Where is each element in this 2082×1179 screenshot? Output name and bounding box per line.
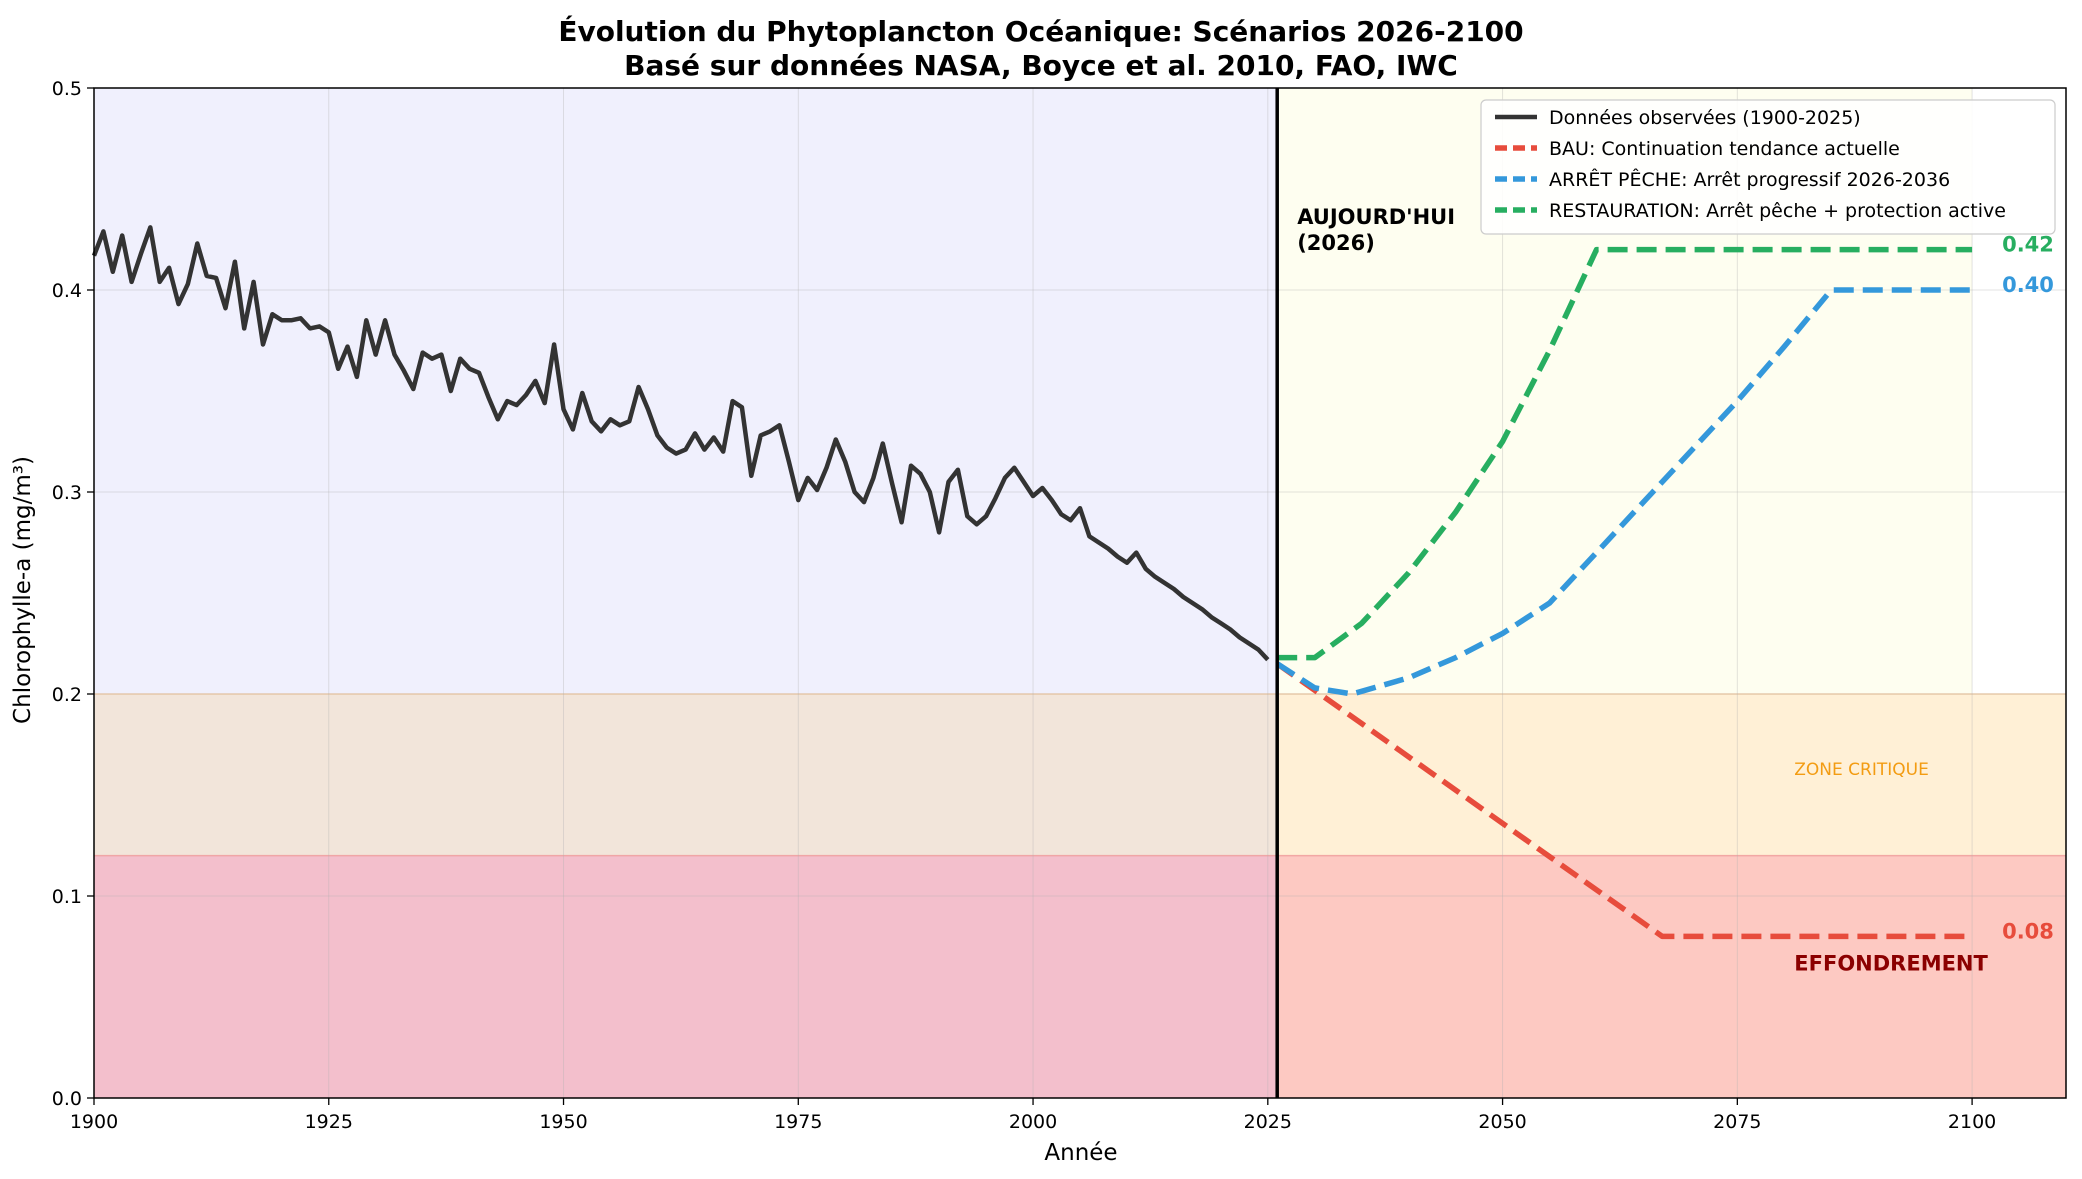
series-line-1: [1275, 661, 1973, 940]
x-tick-label-1950: 1950: [539, 1111, 587, 1133]
zone-label-0: ZONE CRITIQUE: [1794, 760, 1929, 780]
x-axis-ticks: 1900 1925 1950 1975 2000 2025 2050 2075 2100: [70, 1098, 1996, 1133]
band-effondrement-1: [1277, 855, 2066, 1098]
y-tick-label-0: 0.0: [52, 1088, 82, 1110]
end-label-0: 0.42: [2002, 233, 2054, 257]
series-line-3: [1277, 246, 1973, 661]
x-tick-label-1925: 1925: [305, 1111, 353, 1133]
x-tick-label-2100: 2100: [1948, 1111, 1996, 1133]
y-tick-label-0.4: 0.4: [52, 280, 82, 302]
y-axis-ticks: 0.0 0.1 0.2 0.3 0.4 0.5: [52, 78, 94, 1110]
y-tick-label-0.2: 0.2: [52, 684, 82, 706]
y-tick-label-0.5: 0.5: [52, 78, 82, 100]
today-label-line1: AUJOURD'HUI: [1297, 205, 1455, 229]
chart-subtitle: Basé sur données NASA, Boyce et al. 2010…: [624, 49, 1458, 82]
legend-label-0: Données observées (1900-2025): [1549, 107, 1861, 129]
x-tick-label-2000: 2000: [1009, 1111, 1057, 1133]
legend-box: [1480, 99, 2056, 235]
legend-label-2: ARRÊT PÊCHE: Arrêt progressif 2026-2036: [1549, 168, 1950, 191]
legend: Données observées (1900-2025) BAU: Contin…: [1480, 99, 2056, 235]
x-tick-label-1975: 1975: [774, 1111, 822, 1133]
series-line-0: [91, 225, 1270, 662]
series-lines: [91, 225, 1973, 940]
band-critique-3: [1277, 694, 2066, 856]
x-tick-label-2050: 2050: [1478, 1111, 1526, 1133]
plot-frame: [93, 87, 2067, 1099]
zone-labels: ZONE CRITIQUE EFFONDREMENT: [1794, 760, 1988, 976]
end-label-2: 0.08: [2002, 919, 2054, 943]
end-label-1: 0.40: [2002, 273, 2054, 297]
today-marker: AUJOURD'HUI(2026): [1275, 88, 1455, 1098]
chart-title: Évolution du Phytoplancton Océanique: Sc…: [558, 14, 1523, 48]
series-line-2: [1275, 287, 1973, 697]
legend-label-1: BAU: Continuation tendance actuelle: [1549, 138, 1900, 160]
x-tick-label-2075: 2075: [1713, 1111, 1761, 1133]
y-tick-label-0.3: 0.3: [52, 482, 82, 504]
band-historique-4: [94, 88, 1278, 694]
band-critique-2: [94, 694, 1278, 856]
end-labels: 0.42 0.40 0.08: [2002, 233, 2054, 944]
y-tick-label-0.1: 0.1: [52, 886, 82, 908]
legend-label-3: RESTAURATION: Arrêt pêche + protection a…: [1549, 200, 2006, 222]
background-bands: [94, 88, 2066, 1098]
today-label-line2: (2026): [1297, 231, 1375, 255]
zone-label-1: EFFONDREMENT: [1794, 952, 1988, 976]
x-tick-label-1900: 1900: [70, 1111, 118, 1133]
x-tick-label-2025: 2025: [1244, 1111, 1292, 1133]
y-axis-label: Chlorophylle-a (mg/m³): [10, 456, 36, 724]
band-effondrement-0: [94, 855, 1278, 1098]
x-axis-label: Année: [1044, 1140, 1117, 1166]
